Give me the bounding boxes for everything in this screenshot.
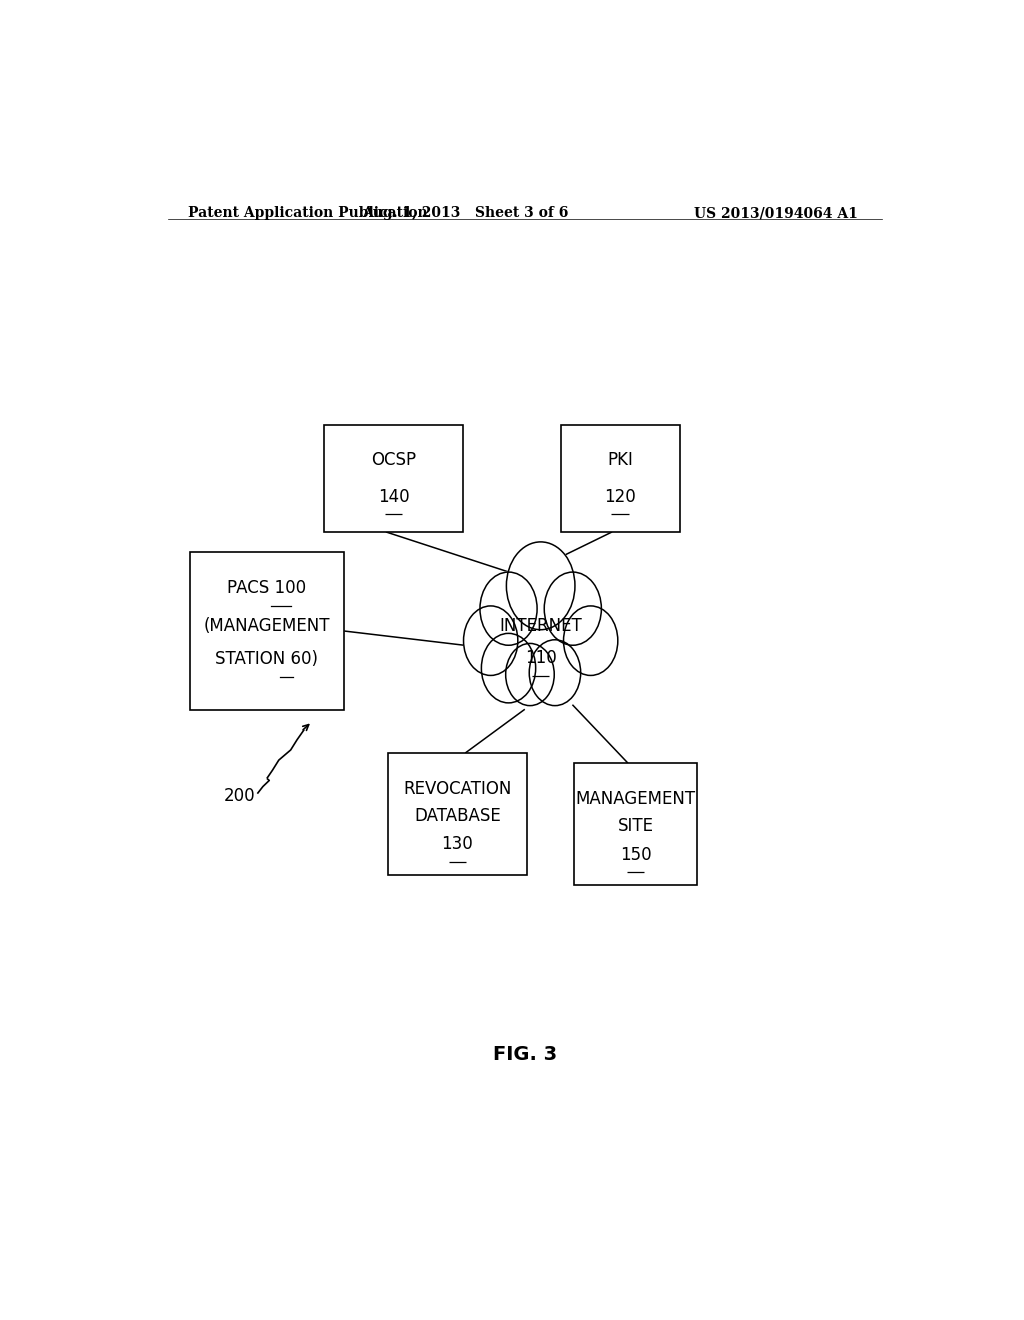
Text: OCSP: OCSP	[372, 451, 417, 470]
Text: 120: 120	[604, 488, 636, 506]
Text: 200: 200	[223, 787, 255, 805]
Text: PACS 100: PACS 100	[227, 579, 306, 598]
Text: Patent Application Publication: Patent Application Publication	[187, 206, 427, 220]
Text: SITE: SITE	[617, 817, 654, 836]
Bar	[388, 752, 526, 875]
Text: 130: 130	[441, 836, 473, 854]
Text: 140: 140	[378, 488, 410, 506]
Text: PKI: PKI	[607, 451, 633, 470]
Text: REVOCATION: REVOCATION	[403, 780, 512, 797]
Circle shape	[464, 606, 518, 676]
Bar	[325, 425, 463, 532]
Text: MANAGEMENT: MANAGEMENT	[575, 789, 696, 808]
Text: DATABASE: DATABASE	[414, 807, 501, 825]
Circle shape	[563, 606, 617, 676]
Text: US 2013/0194064 A1: US 2013/0194064 A1	[694, 206, 858, 220]
Text: INTERNET: INTERNET	[500, 616, 582, 635]
Bar	[574, 763, 697, 886]
Circle shape	[507, 543, 574, 630]
Text: STATION 60): STATION 60)	[215, 651, 318, 668]
Circle shape	[544, 572, 601, 645]
Circle shape	[506, 643, 554, 706]
Text: Aug. 1, 2013   Sheet 3 of 6: Aug. 1, 2013 Sheet 3 of 6	[362, 206, 568, 220]
Text: (MANAGEMENT: (MANAGEMENT	[204, 616, 330, 635]
Circle shape	[529, 640, 581, 706]
Circle shape	[481, 634, 536, 702]
Text: FIG. 3: FIG. 3	[493, 1045, 557, 1064]
Bar	[189, 552, 344, 710]
Text: 110: 110	[524, 649, 557, 668]
Circle shape	[480, 572, 538, 645]
Bar	[560, 425, 680, 532]
Text: 150: 150	[621, 846, 651, 863]
